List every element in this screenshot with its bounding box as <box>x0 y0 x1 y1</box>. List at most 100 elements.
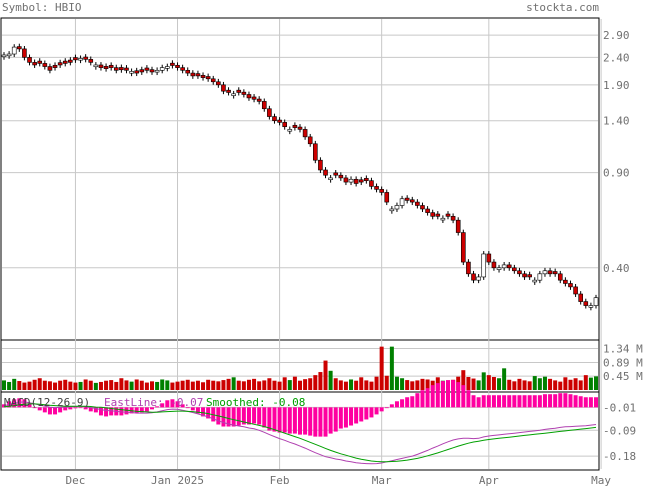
candle-body <box>139 69 145 73</box>
candle-body <box>129 71 134 74</box>
volume-bar <box>512 381 517 390</box>
macd-histogram-bar <box>160 403 165 408</box>
candle-body <box>537 273 543 281</box>
macd-histogram-bar <box>384 407 389 409</box>
macd-histogram-bar <box>481 395 486 408</box>
candle-body <box>364 178 369 181</box>
candle-body <box>149 69 155 73</box>
candle-body <box>358 179 364 183</box>
macd-tick-label: -0.09 <box>603 424 636 437</box>
volume-bar <box>532 376 537 390</box>
price-tick-label: 2.40 <box>603 51 630 64</box>
candle-body <box>588 305 594 308</box>
candle-body <box>527 274 532 278</box>
volume-bar <box>328 370 333 390</box>
x-tick-label: Dec <box>66 474 86 486</box>
volume-bar <box>292 376 297 390</box>
volume-bar <box>379 346 384 390</box>
volume-bar <box>83 379 88 390</box>
volume-bar <box>354 380 359 390</box>
candle-body <box>175 64 180 68</box>
candle-body <box>328 177 333 180</box>
macd-histogram-bar <box>252 407 257 424</box>
price-tick-label: 1.40 <box>603 115 630 128</box>
volume-bar <box>226 378 231 390</box>
macd-histogram-bar <box>502 395 507 408</box>
macd-histogram-bar <box>292 407 297 434</box>
eastline-line <box>3 401 597 465</box>
volume-bar <box>221 380 226 390</box>
volume-bar <box>481 372 486 390</box>
macd-histogram-bar <box>206 407 211 419</box>
volume-bar <box>558 381 563 390</box>
candle-body <box>200 75 206 78</box>
candle-body <box>333 172 339 176</box>
volume-bar <box>155 381 160 390</box>
candle-body <box>302 129 308 138</box>
macd-histogram-bar <box>282 407 287 433</box>
macd-histogram-bar <box>527 395 532 408</box>
macd-histogram-bar <box>410 396 415 408</box>
candle-body <box>17 46 22 50</box>
volume-bar <box>201 382 206 390</box>
macd-histogram-bar <box>578 396 583 408</box>
volume-bar <box>78 381 83 390</box>
macd-histogram-bar <box>93 407 98 413</box>
candle-body <box>430 212 435 217</box>
volume-bar <box>282 377 287 390</box>
macd-histogram-bar <box>150 407 154 410</box>
candle-body <box>261 101 267 110</box>
candle-body <box>47 66 53 71</box>
volume-bar <box>476 380 481 390</box>
volume-bar <box>298 380 302 390</box>
volume-bar <box>461 370 466 390</box>
macd-histogram-bar <box>22 399 27 408</box>
volume-bar <box>144 382 149 390</box>
candle-body <box>501 264 507 269</box>
macd-histogram-bar <box>461 385 466 408</box>
volume-bar <box>2 380 6 390</box>
macd-histogram-bar <box>155 406 160 408</box>
candle-body <box>369 180 374 187</box>
macd-histogram-bar <box>420 390 425 408</box>
macd-histogram-bar <box>323 407 328 437</box>
macd-histogram-bar <box>195 407 200 414</box>
price-candles <box>1 43 599 311</box>
macd-histogram-bar <box>119 407 124 416</box>
macd-histogram-bar <box>144 407 149 412</box>
candle-body <box>343 177 349 183</box>
volume-tick-label: 0.89 M <box>603 356 643 369</box>
volume-bar <box>68 381 73 390</box>
candle-body <box>241 91 247 95</box>
candle-body <box>318 159 323 171</box>
volume-bar <box>124 380 129 390</box>
volume-bar <box>507 379 512 390</box>
candle-body <box>404 197 410 201</box>
volume-bar <box>277 381 282 390</box>
candle-body <box>251 96 257 100</box>
candle-body <box>57 62 63 66</box>
volume-bar <box>129 381 134 390</box>
volume-bar <box>517 378 522 390</box>
macd-histogram-bar <box>486 395 491 408</box>
macd-histogram-bar <box>471 395 476 408</box>
candle-body <box>52 64 58 68</box>
candle-body <box>379 189 384 193</box>
volume-bar <box>471 378 476 390</box>
candle-body <box>144 67 150 71</box>
candle-body <box>159 67 165 71</box>
candle-body <box>287 129 293 132</box>
macd-histogram-bar <box>446 380 450 408</box>
candle-body <box>307 136 313 145</box>
macd-histogram-bar <box>63 407 68 411</box>
macd-histogram-bar <box>456 382 461 408</box>
macd-histogram-bar <box>400 399 405 408</box>
candle-body <box>471 273 476 281</box>
volume-bar <box>573 378 578 390</box>
volume-bar <box>134 379 139 390</box>
candle-body <box>425 208 430 213</box>
candle-body <box>547 270 553 275</box>
volume-bar <box>553 380 558 390</box>
macd-histogram-bar <box>47 407 52 415</box>
